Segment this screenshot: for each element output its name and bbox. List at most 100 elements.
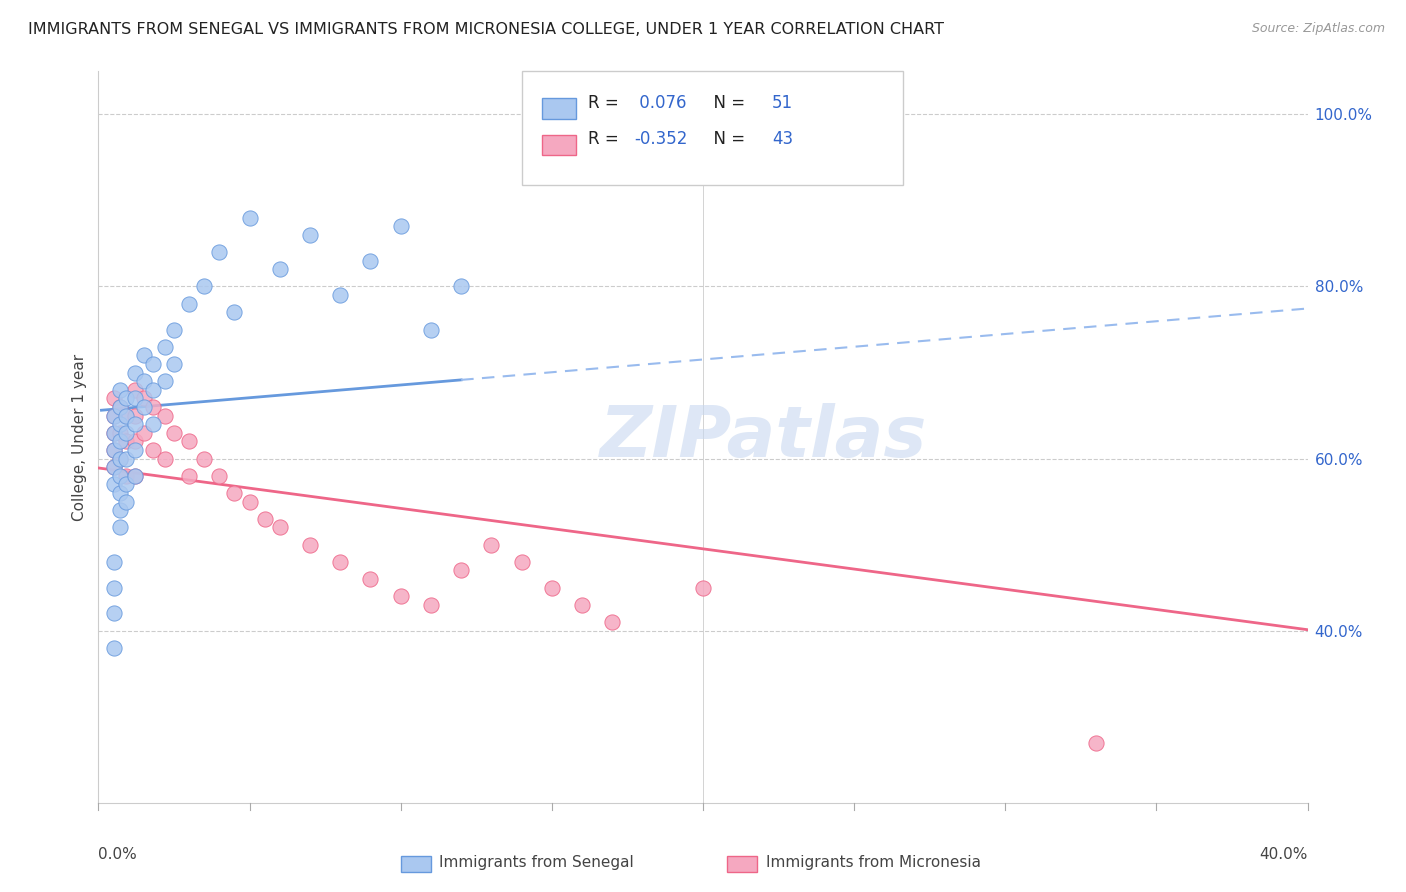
Point	[481, 538, 503, 552]
Point	[450, 279, 472, 293]
Point	[163, 425, 186, 440]
Point	[124, 434, 146, 449]
Point	[108, 520, 131, 534]
Point	[224, 486, 246, 500]
Point	[269, 520, 291, 534]
Point	[329, 288, 352, 302]
Point	[108, 425, 131, 440]
Point	[114, 451, 136, 466]
Point	[114, 468, 136, 483]
Point	[193, 451, 215, 466]
Point	[103, 607, 125, 621]
Point	[239, 211, 262, 225]
Text: 43: 43	[772, 130, 793, 148]
Point	[389, 589, 412, 603]
Text: R =: R =	[588, 130, 624, 148]
Point	[153, 374, 176, 388]
Point	[142, 383, 165, 397]
Point	[329, 555, 352, 569]
Point	[114, 409, 136, 423]
Point	[540, 581, 562, 595]
Point	[269, 262, 291, 277]
Point	[103, 425, 125, 440]
Point	[103, 442, 125, 457]
Point	[108, 468, 131, 483]
Point	[108, 486, 131, 500]
Point	[179, 434, 201, 449]
Point	[208, 245, 231, 260]
Point	[179, 468, 201, 483]
Point	[103, 581, 125, 595]
Point	[153, 340, 176, 354]
Point	[108, 400, 131, 414]
Point	[108, 451, 131, 466]
Point	[389, 219, 412, 234]
Point	[108, 417, 131, 432]
Text: 40.0%: 40.0%	[1260, 847, 1308, 862]
Point	[253, 512, 276, 526]
Point	[299, 227, 322, 242]
Text: IMMIGRANTS FROM SENEGAL VS IMMIGRANTS FROM MICRONESIA COLLEGE, UNDER 1 YEAR CORR: IMMIGRANTS FROM SENEGAL VS IMMIGRANTS FR…	[28, 22, 943, 37]
Point	[103, 409, 125, 423]
Point	[571, 598, 593, 612]
Point	[124, 442, 146, 457]
Point	[420, 322, 443, 336]
Point	[114, 434, 136, 449]
Point	[142, 400, 165, 414]
Point	[103, 555, 125, 569]
Point	[179, 296, 201, 310]
Point	[124, 417, 146, 432]
Text: 0.076: 0.076	[634, 94, 686, 112]
Point	[124, 409, 146, 423]
Point	[132, 348, 155, 362]
Text: Immigrants from Micronesia: Immigrants from Micronesia	[766, 855, 981, 870]
Text: R =: R =	[588, 94, 624, 112]
Point	[103, 425, 125, 440]
Text: Source: ZipAtlas.com: Source: ZipAtlas.com	[1251, 22, 1385, 36]
FancyBboxPatch shape	[543, 135, 576, 155]
Point	[163, 357, 186, 371]
Text: 0.0%: 0.0%	[98, 847, 138, 862]
Point	[420, 598, 443, 612]
Point	[103, 460, 125, 475]
Text: N =: N =	[703, 94, 751, 112]
Point	[103, 477, 125, 491]
Point	[142, 357, 165, 371]
Point	[108, 503, 131, 517]
Point	[132, 374, 155, 388]
Point	[132, 425, 155, 440]
FancyBboxPatch shape	[727, 856, 758, 872]
Point	[224, 305, 246, 319]
FancyBboxPatch shape	[401, 856, 432, 872]
Point	[114, 477, 136, 491]
Point	[132, 400, 155, 414]
Y-axis label: College, Under 1 year: College, Under 1 year	[72, 353, 87, 521]
Point	[142, 442, 165, 457]
Point	[360, 572, 382, 586]
Text: 51: 51	[772, 94, 793, 112]
Point	[602, 615, 624, 629]
Point	[239, 494, 262, 508]
Point	[360, 253, 382, 268]
Point	[510, 555, 533, 569]
Text: -0.352: -0.352	[634, 130, 688, 148]
Point	[114, 409, 136, 423]
Point	[692, 581, 714, 595]
Point	[108, 400, 131, 414]
Point	[142, 417, 165, 432]
Point	[124, 392, 146, 406]
Point	[103, 409, 125, 423]
Point	[124, 366, 146, 380]
Point	[1085, 735, 1108, 749]
FancyBboxPatch shape	[543, 98, 576, 119]
Point	[163, 322, 186, 336]
Point	[208, 468, 231, 483]
Point	[108, 434, 131, 449]
Point	[132, 392, 155, 406]
FancyBboxPatch shape	[522, 71, 903, 185]
Point	[114, 392, 136, 406]
Point	[299, 538, 322, 552]
Point	[103, 460, 125, 475]
Point	[450, 564, 472, 578]
Point	[124, 383, 146, 397]
